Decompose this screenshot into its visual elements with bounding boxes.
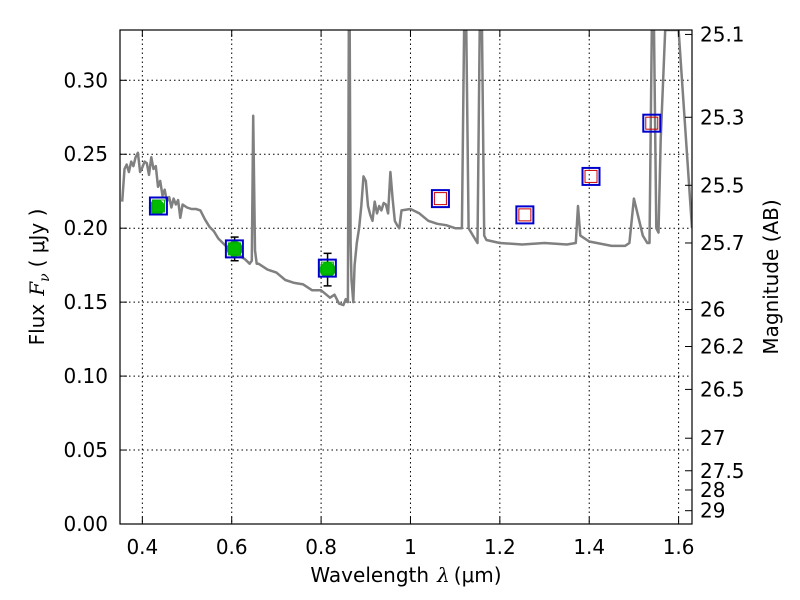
model-point — [317, 258, 337, 278]
model-point — [148, 196, 168, 216]
x-tick-label: 0.6 — [216, 535, 248, 559]
y-tick-label: 0.05 — [63, 438, 108, 462]
right-tick-label: 27 — [700, 426, 725, 450]
model-point — [642, 113, 662, 133]
right-tick-label: 25.7 — [700, 231, 745, 255]
right-tick-label: 28 — [700, 478, 725, 502]
x-tick-label: 0.4 — [126, 535, 158, 559]
x-tick-label: 1.2 — [484, 535, 516, 559]
model-point-inner — [584, 169, 598, 183]
y-tick-label: 0.00 — [63, 512, 108, 536]
model-point-inner — [645, 116, 659, 130]
right-tick-label: 25.1 — [700, 22, 745, 46]
right-tick-label: 27.5 — [700, 459, 745, 483]
x-tick-label: 1.4 — [573, 535, 605, 559]
observed-point — [148, 199, 165, 216]
y-tick-label: 0.15 — [63, 290, 108, 314]
y-axis-label: FluxFν( μJy ) — [25, 209, 53, 346]
axis-ticks — [120, 30, 692, 525]
model-point-inner — [518, 208, 532, 222]
model-point — [224, 239, 244, 259]
right-tick-label: 26.5 — [700, 377, 745, 401]
y-tick-label: 0.10 — [63, 364, 108, 388]
model-point-inner — [151, 199, 165, 213]
model-point — [430, 189, 450, 209]
y-tick-label: 0.25 — [63, 142, 108, 166]
right-tick-label: 26.2 — [700, 335, 745, 359]
model-point-inner — [227, 242, 241, 256]
observed-point — [319, 261, 336, 278]
right-tick-label: 25.5 — [700, 173, 745, 197]
grid — [120, 30, 692, 525]
right-axis-label: Magnitude (AB) — [759, 199, 783, 354]
y-tick-label: 0.20 — [63, 216, 108, 240]
model-point-inner — [320, 261, 334, 275]
plot-frame — [119, 29, 693, 525]
y-tick-label: 0.30 — [63, 68, 108, 92]
x-tick-label: 1 — [404, 535, 417, 559]
right-tick-label: 25.3 — [700, 105, 745, 129]
tick-labels: 0.4 0.6 0.8 1 1.2 1.4 1.6 0.00 0.05 0.10 0.15 0.20 0… — [63, 22, 744, 559]
model-point-inner — [433, 192, 447, 206]
x-tick-label: 1.6 — [663, 535, 695, 559]
right-tick-label: 26 — [700, 298, 725, 322]
right-tick-label: 29 — [700, 499, 725, 523]
observed-point — [226, 240, 243, 257]
x-tick-label: 0.8 — [305, 535, 337, 559]
model-point — [515, 205, 535, 225]
plot-area — [120, 30, 692, 307]
model-point — [581, 166, 601, 186]
x-axis-label: Wavelength λ (μm) — [310, 563, 501, 587]
model-spectrum-line — [120, 30, 692, 307]
